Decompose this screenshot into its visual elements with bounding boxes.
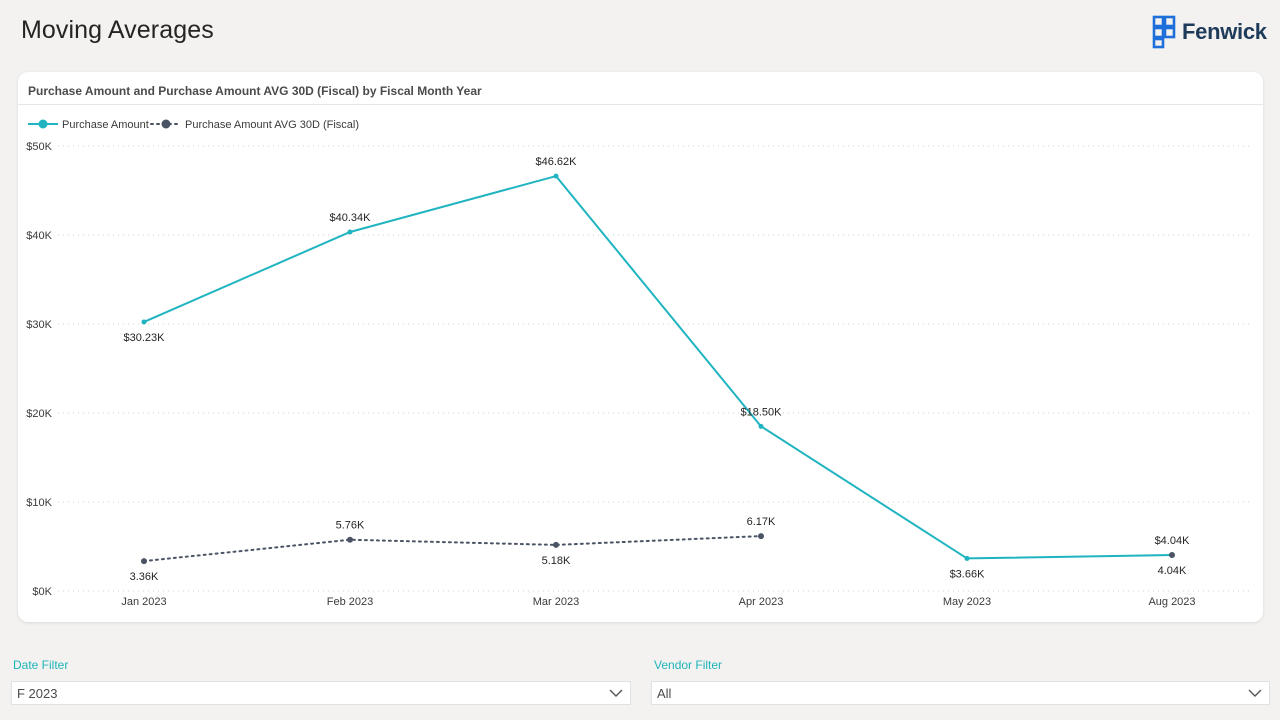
chart-canvas: $0K $10K $20K $30K $40K $50K Jan 2023 Feb 2023 M… (26, 119, 1253, 608)
data-label: 5.18K (542, 555, 571, 567)
data-label: $40.34K (330, 212, 372, 224)
data-point (1169, 552, 1175, 559)
legend-swatch-marker (38, 119, 48, 129)
brand-name: Fenwick (1182, 19, 1267, 44)
line-chart-visual[interactable]: Purchase Amount and Purchase Amount AVG … (18, 72, 1263, 622)
fenwick-logo-icon (1152, 15, 1176, 49)
legend-swatch-marker (161, 119, 171, 129)
chart-title: Purchase Amount and Purchase Amount AVG … (28, 84, 482, 98)
date-filter-dropdown[interactable]: F 2023 (11, 681, 631, 705)
y-tick-label: $10K (26, 497, 52, 509)
x-tick-label: Mar 2023 (533, 596, 579, 608)
data-label: 3.36K (130, 571, 159, 583)
data-label: $46.62K (536, 156, 578, 168)
data-label: $3.66K (950, 568, 986, 580)
data-point (758, 533, 764, 540)
vendor-filter-label: Vendor Filter (654, 658, 723, 672)
data-label: 4.04K (1158, 565, 1187, 577)
y-tick-label: $20K (26, 408, 52, 420)
data-point (141, 319, 147, 325)
y-tick-label: $0K (32, 586, 52, 598)
vendor-filter-value: All (657, 685, 672, 701)
y-tick-label: $50K (26, 141, 52, 153)
date-filter-label: Date Filter (13, 658, 69, 672)
page-title: Moving Averages (21, 16, 214, 44)
x-tick-label: Feb 2023 (327, 596, 373, 608)
data-label: 6.17K (747, 516, 776, 528)
data-label: $4.04K (1155, 535, 1191, 547)
data-point (964, 555, 970, 561)
data-point (553, 173, 559, 179)
brand-logo: Fenwick (1152, 15, 1267, 49)
card-divider (18, 104, 1263, 105)
x-tick-label: Apr 2023 (739, 596, 784, 608)
data-point (347, 229, 353, 235)
chevron-down-icon (1248, 689, 1262, 697)
vendor-filter-dropdown[interactable]: All (651, 681, 1270, 705)
x-tick-label: May 2023 (943, 596, 991, 608)
data-point (347, 536, 353, 543)
y-tick-label: $40K (26, 230, 52, 242)
data-point (758, 423, 764, 429)
data-label: 5.76K (336, 520, 365, 532)
data-label: $30.23K (124, 332, 166, 344)
data-point (141, 558, 147, 565)
x-tick-label: Aug 2023 (1148, 596, 1195, 608)
data-label: $18.50K (741, 406, 783, 418)
date-filter-value: F 2023 (17, 685, 58, 701)
x-tick-label: Jan 2023 (121, 596, 166, 608)
legend-item-label: Purchase Amount AVG 30D (Fiscal) (185, 119, 359, 131)
data-point (553, 541, 559, 548)
legend-item-label: Purchase Amount (62, 119, 149, 131)
chevron-down-icon (609, 689, 623, 697)
y-tick-label: $30K (26, 319, 52, 331)
series-line-0 (143, 174, 1173, 560)
